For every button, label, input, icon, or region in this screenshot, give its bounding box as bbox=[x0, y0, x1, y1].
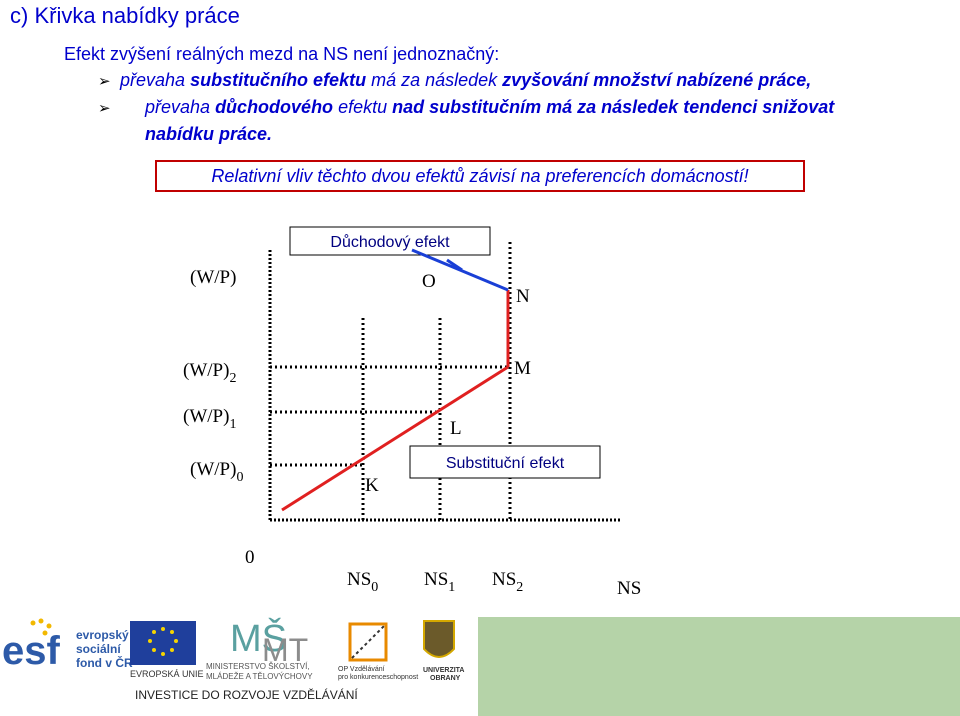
intro-text: Efekt zvýšení reálných mezd na NS není j… bbox=[64, 44, 500, 64]
ns0-label: NS0 bbox=[347, 569, 378, 595]
svg-text:esf: esf bbox=[2, 629, 60, 673]
svg-text:EVROPSKÁ UNIE: EVROPSKÁ UNIE bbox=[130, 669, 204, 679]
arrow-bullet-icon: ➢ bbox=[98, 73, 111, 90]
svg-text:OP Vzdělávání: OP Vzdělávání bbox=[338, 666, 385, 673]
labour-supply-diagram: Důchodový efekt Substituční efekt (W/P) … bbox=[183, 226, 641, 599]
msmt-logo: MŠ MT MINISTERSTVO ŠKOLSTVÍ, MLÁDEŽE A T… bbox=[206, 616, 313, 681]
svg-text:sociální: sociální bbox=[76, 642, 121, 656]
arrow-bullet-icon: ➢ bbox=[98, 100, 111, 117]
bullet-1-text-b: substitučního efektu bbox=[190, 70, 367, 90]
bullet-1: ➢ převaha substitučního efektu má za nás… bbox=[98, 70, 812, 91]
substitution-effect-label: Substituční efekt bbox=[446, 455, 565, 472]
green-panel bbox=[478, 617, 960, 716]
point-n-label: N bbox=[516, 286, 530, 307]
svg-text:evropský: evropský bbox=[76, 628, 129, 642]
investice-text: INVESTICE DO ROZVOJE VZDĚLÁVÁNÍ bbox=[135, 687, 358, 702]
svg-text:MINISTERSTVO ŠKOLSTVÍ,: MINISTERSTVO ŠKOLSTVÍ, bbox=[206, 662, 310, 671]
bullet-1-text-d: zvyšování množství nabízené práce, bbox=[502, 70, 812, 90]
wage-label-2: (W/P)2 bbox=[183, 360, 236, 386]
wage-label-1: (W/P)1 bbox=[183, 406, 236, 432]
bullet-2-text-d: nad substitučním má za následek tendenci… bbox=[387, 97, 835, 117]
ns2-label: NS2 bbox=[492, 569, 523, 595]
bullet-2-continuation: nabídku práce. bbox=[145, 124, 273, 144]
bullet-1-text-c: má za následek bbox=[366, 70, 503, 90]
svg-text:UNIVERZITA: UNIVERZITA bbox=[423, 667, 464, 674]
op-logo: OP Vzdělávání pro konkurenceschopnost bbox=[338, 622, 418, 681]
wage-label-0: (W/P)0 bbox=[190, 459, 243, 485]
income-effect-box bbox=[289, 226, 491, 256]
bullet-1-text-a: převaha bbox=[120, 70, 191, 90]
income-effect-label: Důchodový efekt bbox=[330, 233, 450, 251]
svg-text:MLÁDEŽE A TĚLOVÝCHOVY: MLÁDEŽE A TĚLOVÝCHOVY bbox=[206, 672, 313, 681]
bullet-2-text-a: převaha bbox=[145, 97, 216, 117]
svg-text:MŠ: MŠ bbox=[230, 616, 287, 660]
esf-logo: esf evropský sociální fond v ČR bbox=[0, 618, 133, 679]
point-l-label: L bbox=[450, 418, 462, 439]
point-m-label: M bbox=[514, 358, 531, 379]
ns1-label: NS1 bbox=[424, 569, 455, 595]
point-k-label: K bbox=[365, 475, 379, 496]
bullet-2-text-c: efektu bbox=[333, 97, 388, 117]
svg-text:pro konkurenceschopnost: pro konkurenceschopnost bbox=[338, 674, 418, 681]
page-title: c) Křivka nabídky práce bbox=[10, 3, 240, 28]
y-axis-label: (W/P) bbox=[190, 267, 236, 288]
svg-text:fond v ČR: fond v ČR bbox=[76, 655, 133, 670]
footer-logos: esf evropský sociální fond v ČR EVROPSKÁ… bbox=[0, 609, 960, 716]
svg-text:OBRANY: OBRANY bbox=[430, 675, 461, 682]
substitution-effect-box bbox=[409, 445, 601, 479]
origin-label: 0 bbox=[245, 547, 255, 568]
tick-mark bbox=[446, 258, 463, 272]
callout-box: Relativní vliv těchto dvou efektů závisí… bbox=[155, 160, 805, 192]
bullet-2: ➢ převaha důchodového efektu nad substit… bbox=[98, 97, 835, 118]
point-o-label: O bbox=[422, 271, 436, 292]
x-axis-label: NS bbox=[617, 578, 641, 599]
supply-curve-upward-segment bbox=[281, 365, 509, 512]
bullet-2-text-b: důchodového bbox=[215, 97, 334, 117]
university-crest-logo: UNIVERZITA OBRANY bbox=[423, 620, 464, 682]
eu-flag-logo: EVROPSKÁ UNIE bbox=[130, 621, 204, 679]
svg-text:MT: MT bbox=[262, 632, 308, 668]
